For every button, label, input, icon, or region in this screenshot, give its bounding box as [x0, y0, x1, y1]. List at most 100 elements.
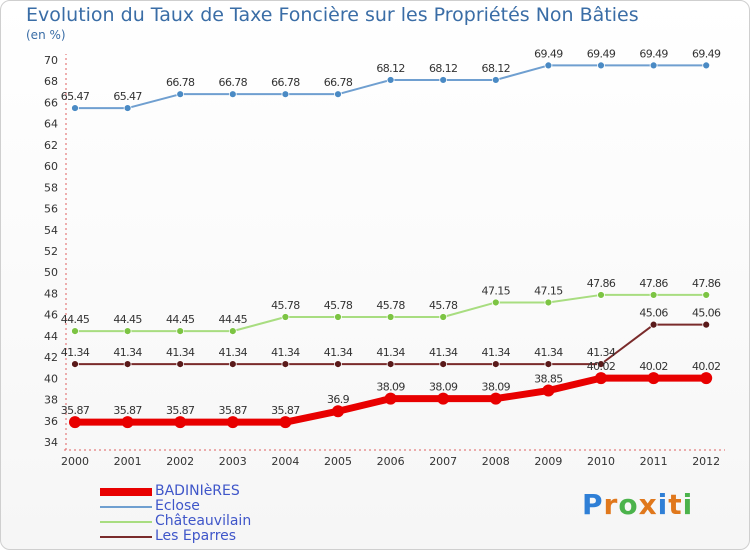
data-point: [71, 327, 79, 336]
data-point: [174, 416, 187, 429]
y-tick-label: 36: [44, 415, 58, 428]
data-point: [228, 90, 237, 99]
data-point: [334, 360, 342, 369]
data-label: 65.47: [113, 90, 142, 103]
data-label: 45.78: [429, 299, 458, 312]
logo-letter: t: [668, 488, 683, 521]
data-label: 47.86: [587, 277, 616, 290]
data-label: 41.34: [324, 346, 353, 359]
data-point: [702, 320, 711, 329]
data-label: 41.34: [61, 346, 90, 359]
data-label: 45.78: [324, 299, 353, 312]
data-label: 44.45: [219, 313, 248, 326]
y-tick-label: 34: [44, 436, 58, 449]
data-label: 41.34: [587, 346, 616, 359]
data-label: 40.02: [587, 360, 616, 373]
unit-label: (en %): [26, 28, 66, 42]
data-point: [384, 392, 397, 405]
data-point: [649, 320, 658, 329]
data-point: [489, 392, 502, 405]
x-tick-label: 2003: [219, 455, 247, 468]
x-tick-label: 2002: [166, 455, 194, 468]
data-label: 41.34: [482, 346, 511, 359]
data-point: [544, 298, 553, 307]
data-point: [491, 360, 500, 369]
data-label: 66.78: [324, 76, 353, 89]
data-label: 47.15: [534, 284, 563, 297]
data-label: 40.02: [692, 360, 721, 373]
data-label: 66.78: [271, 76, 300, 89]
data-point: [281, 90, 290, 99]
data-point: [69, 416, 81, 429]
data-point: [544, 360, 553, 369]
y-tick-label: 52: [44, 245, 58, 258]
data-point: [279, 416, 292, 429]
y-tick-label: 40: [44, 372, 58, 385]
data-label: 45.06: [692, 307, 721, 320]
data-label: 35.87: [166, 404, 195, 417]
data-point: [332, 405, 344, 418]
data-point: [649, 61, 658, 70]
data-label: 69.49: [534, 47, 563, 60]
data-point: [437, 392, 450, 405]
logo-letter: r: [603, 488, 619, 521]
data-label: 69.49: [587, 47, 616, 60]
y-tick-label: 68: [44, 75, 58, 88]
data-label: 45.78: [271, 299, 300, 312]
data-point: [123, 327, 132, 336]
data-label: 47.86: [639, 277, 668, 290]
data-point: [71, 104, 79, 112]
x-tick-label: 2010: [587, 455, 615, 468]
data-label: 38.85: [534, 373, 563, 386]
x-tick-label: 2007: [429, 455, 457, 468]
data-label: 44.45: [113, 313, 142, 326]
y-tick-label: 46: [44, 309, 58, 322]
x-tick-label: 2000: [61, 455, 89, 468]
data-label: 47.86: [692, 277, 721, 290]
data-point: [228, 327, 237, 336]
logo-letter: i: [657, 488, 669, 521]
data-point: [176, 360, 185, 369]
data-point: [597, 360, 605, 369]
data-label: 35.87: [113, 404, 142, 417]
data-label: 41.34: [219, 346, 248, 359]
y-tick-label: 42: [44, 351, 58, 364]
data-label: 44.45: [166, 313, 195, 326]
data-point: [647, 372, 660, 385]
data-point: [281, 360, 290, 369]
data-point: [176, 327, 185, 336]
x-tick-label: 2009: [534, 455, 562, 468]
data-label: 35.87: [219, 404, 248, 417]
x-tick-label: 2005: [324, 455, 352, 468]
data-label: 35.87: [271, 404, 300, 417]
data-label: 45.78: [376, 299, 405, 312]
y-tick-label: 44: [44, 330, 58, 343]
data-point: [491, 76, 500, 84]
data-point: [121, 416, 134, 429]
data-point: [334, 313, 342, 321]
data-label: 69.49: [639, 47, 668, 60]
y-tick-label: 62: [44, 139, 58, 152]
y-tick-label: 56: [44, 203, 58, 216]
legend-label: Châteauvilain: [155, 513, 252, 529]
x-tick-label: 2006: [377, 455, 405, 468]
data-label: 41.34: [166, 346, 195, 359]
data-label: 41.34: [376, 346, 405, 359]
x-tick-label: 2012: [692, 455, 720, 468]
y-tick-label: 54: [44, 224, 58, 237]
y-tick-label: 64: [44, 118, 58, 131]
data-label: 38.09: [376, 381, 405, 394]
data-point: [228, 360, 237, 369]
y-tick-label: 66: [44, 96, 58, 109]
data-point: [334, 90, 342, 99]
data-point: [71, 360, 79, 369]
data-point: [123, 104, 132, 112]
data-label: 35.87: [61, 404, 90, 417]
legend-swatch: [100, 521, 152, 523]
data-point: [226, 416, 239, 429]
data-label: 68.12: [429, 62, 458, 75]
y-tick-label: 50: [44, 266, 58, 279]
data-label: 68.12: [482, 62, 511, 75]
